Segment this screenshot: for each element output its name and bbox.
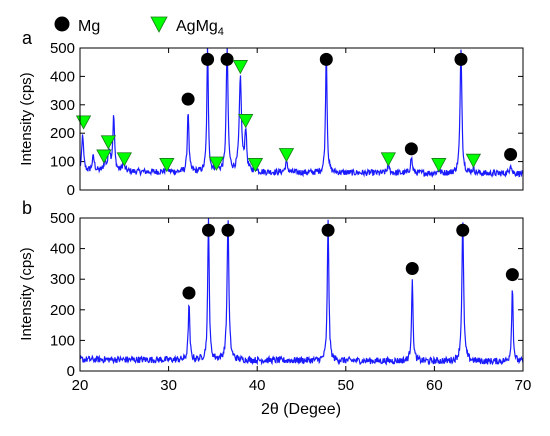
panel-a-agmg4-peak-marker <box>247 158 264 173</box>
panel-b-yticklabels: 0 100 200 300 400 500 <box>50 210 75 380</box>
panel-b-xtick-label: 30 <box>160 377 177 394</box>
panel-a-agmg4-peak-marker <box>232 60 249 75</box>
panel-a-yticklabels: 0 100 200 300 400 500 <box>50 40 75 199</box>
panel-b-mg-peak-marker <box>182 286 196 300</box>
legend-agmg4-label: AgMg4 <box>176 18 224 38</box>
panel-b: b Intensity (cps) 0 100 200 300 400 500 20 30 4… <box>18 198 531 418</box>
legend-agmg4-label-main: AgMg <box>176 18 218 35</box>
panel-a-agmg4-peak-marker <box>208 156 225 171</box>
panel-a-agmg4-peak-marker <box>238 114 254 129</box>
panel-a-mg-peak-marker <box>220 52 234 66</box>
panel-a-ytick-label: 200 <box>50 125 75 142</box>
panel-a-mg-peak-marker <box>504 148 518 161</box>
panel-a-agmg4-peak-marker <box>100 135 117 150</box>
panel-b-xrd-line <box>80 218 523 366</box>
panel-a-ytick-label: 100 <box>50 154 75 171</box>
panel-b-mg-peak-marker <box>201 223 215 237</box>
panel-a-agmg4-peak-marker <box>431 158 447 173</box>
panel-b-mg-peak-marker <box>456 223 470 237</box>
panel-b-ticks <box>79 217 524 372</box>
panel-b-xtick-label: 20 <box>72 377 89 394</box>
panel-b-mg-peak-marker <box>505 268 519 282</box>
panel-a-mg-peak-marker <box>319 52 333 66</box>
legend-agmg4-marker <box>150 16 168 33</box>
legend: Mg AgMg4 <box>54 16 224 38</box>
panel-b-mg-peak-marker <box>405 261 419 275</box>
panel-a-ytick-label: 500 <box>50 40 75 57</box>
panel-b-label: b <box>22 198 32 218</box>
panel-a-mg-peak-marker <box>181 92 195 106</box>
legend-mg-label: Mg <box>78 18 100 35</box>
panel-b-xtick-label: 40 <box>249 377 266 394</box>
panel-a-ylabel: Intensity (cps) <box>18 72 35 165</box>
panel-a-markers <box>75 52 518 173</box>
panel-a-agmg4-peak-marker <box>96 149 112 164</box>
panel-b-ytick-label: 500 <box>50 210 75 227</box>
panel-a-series <box>80 48 523 179</box>
panel-b-ylabel: Intensity (cps) <box>18 247 35 340</box>
panel-a-agmg4-peak-marker <box>465 153 482 169</box>
panel-a-agmg4-peak-marker <box>278 148 295 163</box>
panel-b-xtick-label: 70 <box>515 377 532 394</box>
legend-agmg4-label-sub: 4 <box>218 26 224 38</box>
panel-a-agmg4-peak-marker <box>380 152 396 167</box>
panel-b-ytick-label: 200 <box>50 302 75 319</box>
panel-a-xrd-line <box>80 48 523 179</box>
panel-a: a Intensity (cps) 0 100 200 300 400 500 <box>18 28 524 199</box>
panel-b-xlabel: 2θ (Degee) <box>261 401 341 418</box>
panel-a-agmg4-peak-marker <box>159 158 175 173</box>
panel-b-mg-peak-marker <box>321 223 335 237</box>
panel-a-mg-peak-marker <box>454 52 468 66</box>
panel-b-ytick-label: 100 <box>50 332 75 349</box>
panel-a-mg-peak-marker <box>201 52 215 66</box>
panel-a-ytick-label: 300 <box>50 97 75 114</box>
panel-a-agmg4-peak-marker <box>116 152 132 167</box>
panel-b-ytick-label: 400 <box>50 241 75 258</box>
panel-b-series <box>80 218 523 366</box>
panel-b-ytick-label: 300 <box>50 271 75 288</box>
panel-b-xtick-label: 50 <box>337 377 354 394</box>
panel-b-ytick-label: 0 <box>67 363 75 380</box>
panel-a-mg-peak-marker <box>404 142 418 156</box>
panel-a-agmg4-peak-marker <box>75 115 92 130</box>
panel-b-markers <box>182 223 519 300</box>
panel-a-label: a <box>22 28 33 48</box>
panel-a-ytick-label: 400 <box>50 68 75 85</box>
panel-b-frame <box>79 217 524 372</box>
panel-b-xticklabels: 20 30 40 50 60 70 <box>72 377 532 394</box>
panel-b-mg-peak-marker <box>221 223 235 237</box>
panel-b-xtick-label: 60 <box>426 377 443 394</box>
panel-a-frame <box>79 47 524 191</box>
legend-mg-marker <box>54 16 70 32</box>
panel-a-ytick-label: 0 <box>67 182 75 199</box>
